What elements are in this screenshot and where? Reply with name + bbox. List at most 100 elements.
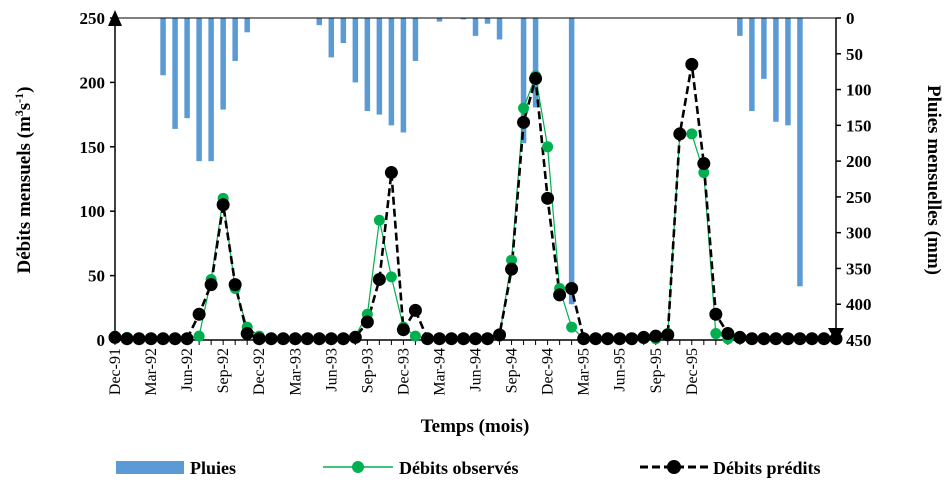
predicted-point xyxy=(372,272,386,286)
x-tick-label: Sep-94 xyxy=(504,348,521,393)
rain-bar xyxy=(244,18,250,33)
observed-point xyxy=(409,330,421,342)
predicted-point xyxy=(444,332,458,346)
predicted-point xyxy=(589,332,603,346)
right-tick-label: 250 xyxy=(846,188,872,207)
left-tick-label: 50 xyxy=(88,267,105,286)
x-tick-label: Sep-95 xyxy=(648,348,665,393)
x-tick-label: Jun-92 xyxy=(179,348,196,392)
observed-point xyxy=(193,330,205,342)
right-tick-label: 200 xyxy=(846,152,872,171)
rain-bar xyxy=(184,18,190,119)
predicted-point xyxy=(324,332,338,346)
right-tick-label: 0 xyxy=(846,9,855,28)
rain-bar xyxy=(316,18,323,26)
rain-bar xyxy=(749,18,755,112)
observed-point xyxy=(385,271,397,283)
predicted-point xyxy=(432,332,446,346)
predicted-point xyxy=(192,307,206,321)
x-tick-label: Dec-95 xyxy=(684,348,701,395)
predicted-point xyxy=(216,198,230,212)
rain-bar xyxy=(340,18,347,44)
rain-bar xyxy=(160,18,166,76)
observed-point xyxy=(698,167,710,179)
legend-swatch-pluies xyxy=(116,461,184,474)
predicted-point xyxy=(637,330,651,344)
predicted-point xyxy=(108,330,122,344)
predicted-point xyxy=(613,332,627,346)
predicted-point xyxy=(721,327,735,341)
predicted-point xyxy=(529,72,543,86)
legend-marker-observes xyxy=(352,461,364,473)
predicted-point xyxy=(793,332,807,346)
predicted-point xyxy=(649,329,663,343)
rain-bar xyxy=(460,18,467,20)
left-axis-title: Débits mensuels (m3s-1) xyxy=(12,86,35,273)
rain-bar xyxy=(496,18,503,40)
predicted-point xyxy=(829,332,843,346)
rain-bars xyxy=(160,18,803,305)
x-tick-label: Jun-94 xyxy=(468,348,485,392)
rain-bar xyxy=(532,18,539,108)
right-tick-label: 50 xyxy=(846,45,863,64)
x-tick-label: Dec-93 xyxy=(395,348,412,395)
observed-point xyxy=(686,128,698,140)
left-tick-label: 0 xyxy=(97,331,106,350)
x-tick-label: Mar-95 xyxy=(576,348,593,396)
predicted-point xyxy=(300,332,314,346)
predicted-point xyxy=(456,332,470,346)
predicted-point xyxy=(745,332,759,346)
predicted-point xyxy=(469,332,482,346)
x-tick-label: Jun-95 xyxy=(612,348,629,392)
observed-point xyxy=(566,321,578,333)
predicted-point xyxy=(168,332,182,346)
x-tick-label: Mar-93 xyxy=(287,348,304,396)
predicted-point xyxy=(228,278,242,292)
predicted-point xyxy=(757,332,771,346)
predicted-point xyxy=(817,332,831,346)
predicted-point xyxy=(132,332,146,346)
rain-bar xyxy=(328,18,335,58)
predicted-point xyxy=(565,281,579,295)
right-tick-label: 350 xyxy=(846,259,872,278)
observed-point xyxy=(373,214,385,226)
legend-label-pluies: Pluies xyxy=(190,458,236,478)
rain-bar xyxy=(364,18,371,112)
legend-label-predits: Débits prédits xyxy=(713,458,821,478)
legend-item-predits: Débits prédits xyxy=(640,458,821,478)
predicted-point xyxy=(733,330,747,344)
predicted-point xyxy=(625,332,639,346)
rain-bar xyxy=(785,18,791,126)
rain-bar xyxy=(196,18,202,162)
right-tick-label: 100 xyxy=(846,81,872,100)
x-tick-label: Dec-91 xyxy=(107,348,124,395)
tick-labels: 0 50 100 150 200 250 0 50 100 150 200 250 300 350 400 4… xyxy=(80,9,872,396)
x-tick-label: Jun-93 xyxy=(323,348,340,392)
predicted-point xyxy=(180,332,194,346)
rain-bar xyxy=(761,18,767,79)
right-axis-title: Pluies mensuelles (mm) xyxy=(923,85,944,275)
x-tick-label: Mar-92 xyxy=(143,348,160,396)
predicted-point xyxy=(577,332,591,346)
x-axis-title: Temps (mois) xyxy=(421,416,530,437)
axes xyxy=(108,10,844,342)
rain-bar xyxy=(737,18,743,36)
legend-label-observes: Débits observés xyxy=(399,458,519,478)
predicted-point xyxy=(769,332,783,346)
predicted-point xyxy=(312,332,326,346)
predicted-point xyxy=(384,166,398,180)
rain-bar xyxy=(773,18,779,122)
legend-item-pluies: Pluies xyxy=(116,458,236,478)
predicted-point xyxy=(481,332,495,346)
rain-bar xyxy=(568,18,575,305)
x-tick-label: Sep-93 xyxy=(359,348,376,393)
predicted-point xyxy=(493,328,507,342)
left-tick-label: 150 xyxy=(80,138,106,157)
observed-point xyxy=(518,102,530,114)
predicted-point xyxy=(697,157,711,171)
legend-marker-predits xyxy=(667,460,681,474)
rain-bar xyxy=(797,18,803,287)
rain-bar xyxy=(352,18,359,83)
predicted-point xyxy=(264,332,278,346)
